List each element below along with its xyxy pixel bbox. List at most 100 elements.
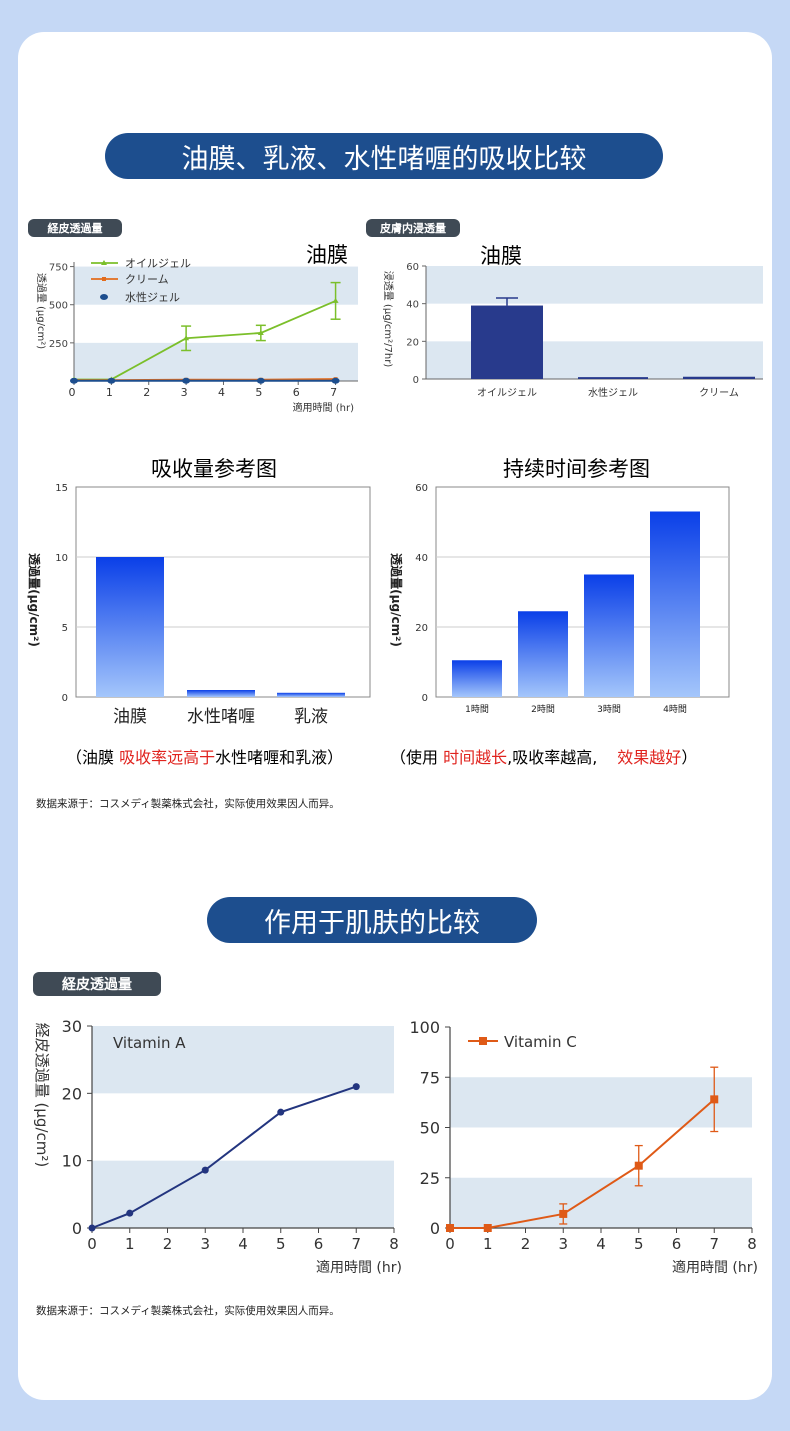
chartE-band-lower [92, 1160, 394, 1228]
chartF-xtick-label: 8 [747, 1235, 757, 1253]
chartD-category-label: 3時間 [597, 704, 621, 715]
chartE-xtick-label: 7 [351, 1235, 361, 1253]
chartD-category-label: 1時間 [465, 704, 489, 715]
chartD-ytick-label: 40 [415, 553, 428, 564]
chartC-category-label: 乳液 [294, 707, 328, 727]
chartA-point [257, 329, 264, 335]
chartC-ytick-label: 5 [62, 623, 68, 634]
section1-source-note: 数据来源于：コスメディ製薬株式会社，实际使用效果因人而异。 [36, 798, 340, 810]
chartC-bar [96, 557, 164, 697]
chartE-xtick-label: 1 [125, 1235, 135, 1253]
chartA-point [183, 335, 190, 341]
chartA-xtick-label: 4 [218, 386, 225, 399]
chartF-legend-marker [479, 1037, 487, 1045]
chartE-ytick-label: 30 [62, 1017, 82, 1036]
section1-title: 油膜、乳液、水性啫喱的吸收比较 [105, 133, 663, 179]
chartC-category-label: 水性啫喱 [187, 707, 255, 727]
chartA-legend-label: クリーム [125, 273, 169, 286]
chartF-ytick-label: 50 [420, 1119, 440, 1138]
chartF-xtick-label: 4 [596, 1235, 606, 1253]
caption-right-mid: ,吸收率越高, [507, 748, 598, 767]
chartA-xtick-label: 0 [69, 386, 76, 399]
chartB-category-label: オイルジェル [477, 387, 537, 399]
chartA-legend-label: オイルジェル [125, 257, 191, 270]
chartC-heading: 吸收量参考图 [151, 457, 277, 481]
chartE-series-label: Vitamin A [113, 1034, 186, 1052]
chartF-xtick-label: 7 [709, 1235, 719, 1253]
chartF-xtick-label: 6 [672, 1235, 682, 1253]
chartA-xtick-label: 7 [330, 386, 337, 399]
chartA-heading: 油膜 [306, 243, 348, 267]
chartC-bar [277, 692, 345, 697]
chartF-xlabel: 適用時間 (hr) [672, 1259, 758, 1276]
chartA-point [256, 377, 265, 384]
chartC-bar [187, 690, 255, 697]
chartB-ytick-label: 40 [406, 300, 419, 311]
chartA-xlabel: 適用時間 (hr) [293, 401, 355, 414]
chartA-ytick-label: 750 [49, 263, 68, 274]
chartB-bar [578, 377, 648, 379]
chartF-band-lower [450, 1177, 752, 1228]
chartA-legend-marker [102, 277, 106, 281]
chartD-ytick-label: 0 [422, 693, 428, 704]
chartB-heading: 油膜 [480, 244, 522, 268]
chartA-point [107, 377, 116, 384]
chartA-ytick-label: 500 [49, 301, 68, 312]
chartF-point [710, 1095, 719, 1104]
chartE-xtick-label: 6 [314, 1235, 324, 1253]
chartE-xtick-label: 8 [389, 1235, 399, 1253]
chartC-ytick-label: 0 [62, 693, 68, 704]
section2-source-note: 数据来源于：コスメディ製薬株式会社，实际使用效果因人而异。 [36, 1305, 340, 1317]
chartB-ytick-label: 60 [406, 262, 419, 273]
chartD-ytick-label: 20 [415, 623, 428, 634]
chartB-ylabel: 浸透量 (μg/cm²/7hr) [382, 271, 394, 368]
chartB-ytick-label: 20 [406, 337, 419, 348]
chartA-band-upper [74, 266, 358, 305]
chartA-legend-marker [100, 294, 108, 300]
chartE-point [88, 1224, 96, 1232]
section2-title: 作用于肌肤的比较 [207, 897, 537, 943]
chartF-xtick-label: 0 [445, 1235, 455, 1253]
chartF-point [559, 1209, 568, 1218]
chartF-xtick-label: 1 [483, 1235, 493, 1253]
chartA-point [331, 377, 340, 384]
chartA-ytick-label: 250 [49, 339, 68, 350]
chartD-category-label: 2時間 [531, 704, 555, 715]
section2-tag: 経皮透過量 [33, 972, 161, 996]
caption-left-highlight: 吸收率远高于 [119, 748, 216, 767]
caption-left: （油膜 吸收率远高于水性啫喱和乳液） [66, 744, 343, 768]
chartB-bar [683, 376, 755, 379]
chartA-xtick-label: 1 [106, 386, 113, 399]
chartA-legend-marker [101, 260, 107, 265]
chartC-category-label: 油膜 [113, 707, 147, 727]
chartF-point [634, 1161, 643, 1170]
caption-right-post: ） [681, 748, 698, 767]
chartE-xtick-label: 5 [276, 1235, 286, 1253]
chartD-bar [584, 574, 634, 697]
chartE-point [277, 1108, 285, 1116]
chartE-ylabel: 経皮透過量 (μg/cm²) [33, 1023, 51, 1167]
chartA-xtick-label: 5 [255, 386, 262, 399]
chartE-xtick-label: 2 [163, 1235, 173, 1253]
chartF-ytick-label: 75 [420, 1068, 440, 1087]
chartE-xtick-label: 0 [87, 1235, 97, 1253]
chartB-ytick-label: 0 [413, 375, 419, 386]
chartF-ytick-label: 100 [409, 1018, 440, 1037]
chartD-category-label: 4時間 [663, 704, 687, 715]
caption-right: （使用 时间越长,吸收率越高, 效果越好） [390, 744, 697, 768]
chartE-point [352, 1083, 360, 1091]
caption-left-post: 水性啫喱和乳液） [215, 748, 344, 767]
chartF-xtick-label: 3 [558, 1235, 568, 1253]
chartA-point [332, 297, 339, 303]
chartA-xtick-label: 2 [143, 386, 150, 399]
chartA-point [70, 377, 78, 384]
chartB-bar [471, 305, 543, 379]
chartF-series-label: Vitamin C [504, 1033, 577, 1051]
chartD-bar [452, 660, 502, 697]
chartA-tag: 経皮透過量 [28, 219, 122, 237]
caption-right-highlight1: 时间越长 [443, 748, 508, 767]
